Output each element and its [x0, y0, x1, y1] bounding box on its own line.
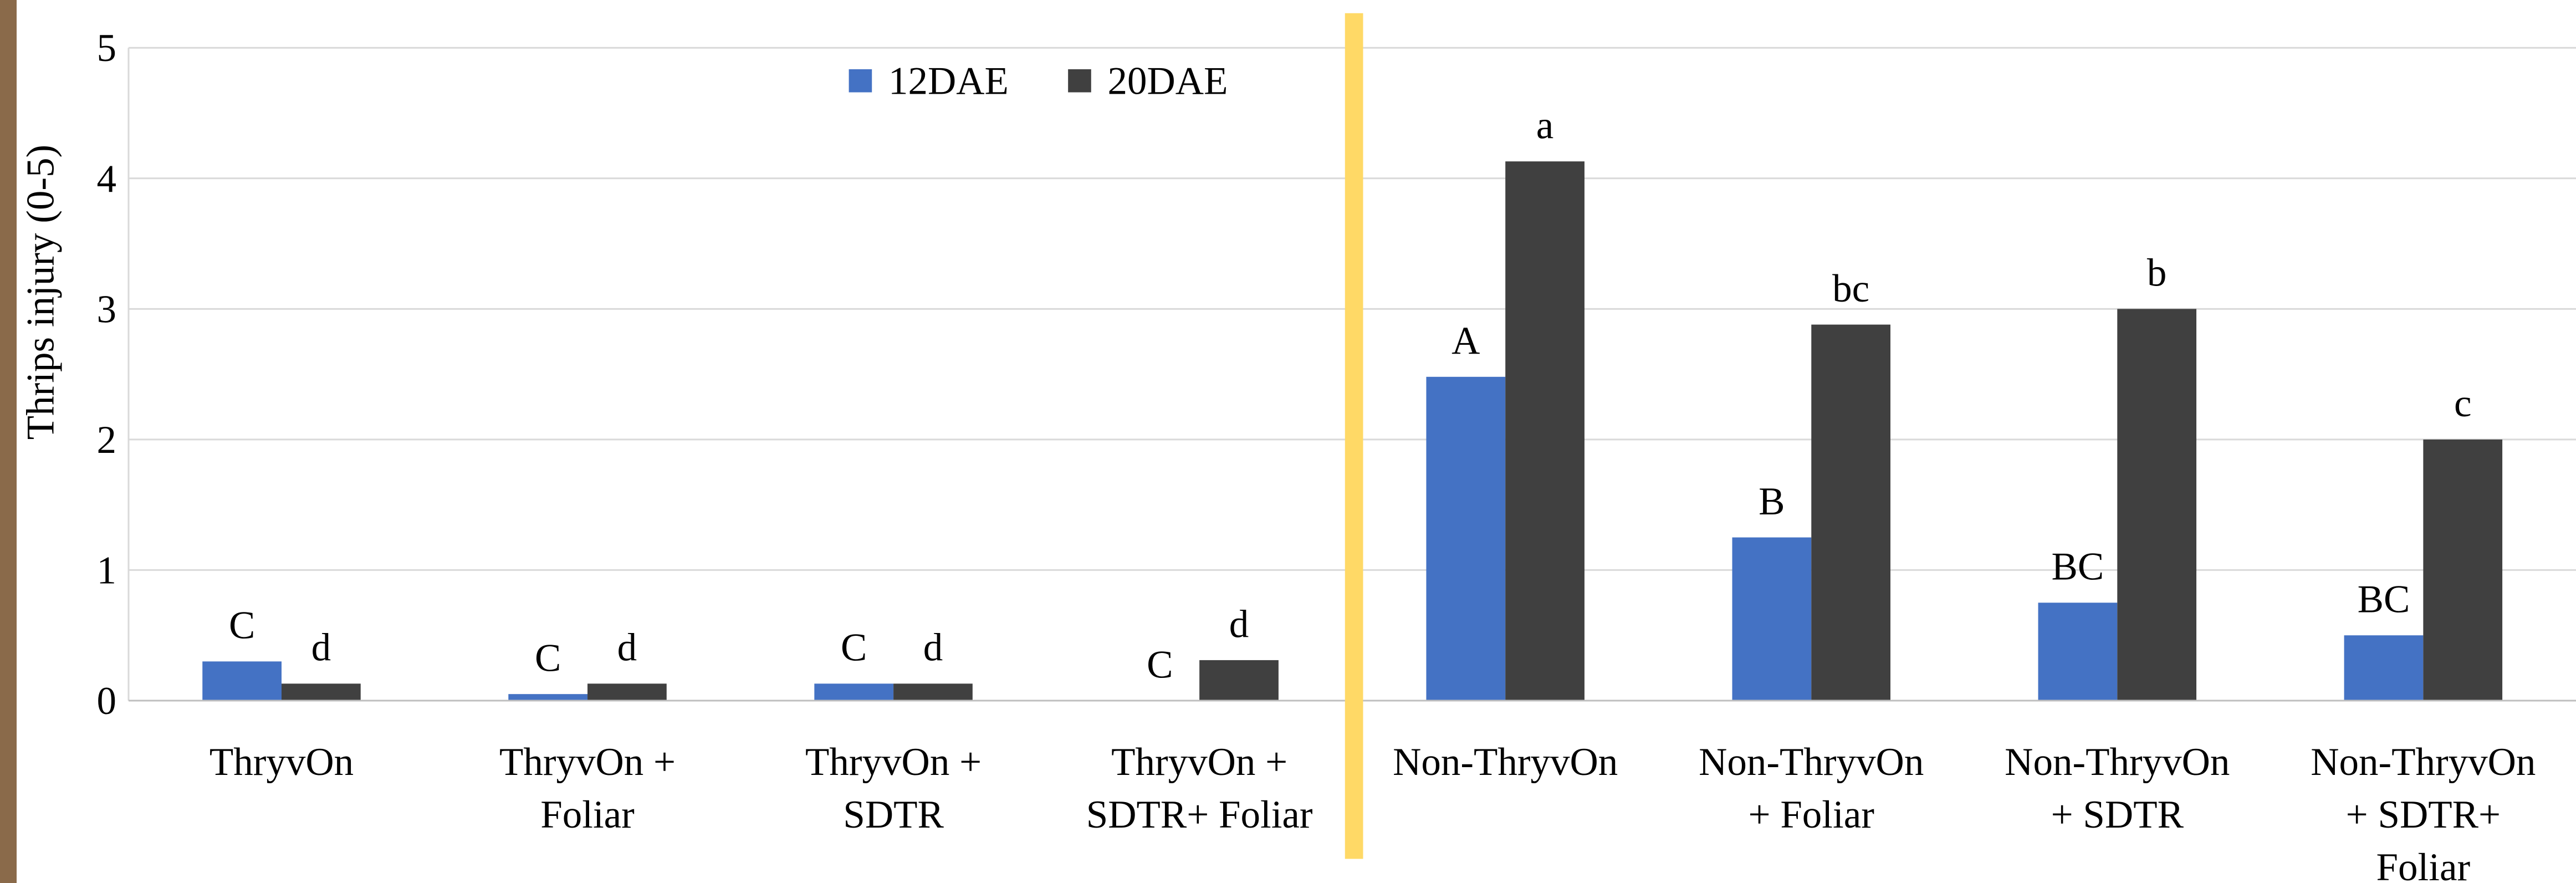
x-tick-label-line: + SDTR+: [2346, 793, 2501, 836]
significance-letter: A: [1451, 319, 1480, 363]
significance-letter: BC: [2358, 578, 2410, 621]
significance-letter: d: [617, 626, 637, 670]
bar: [1199, 660, 1279, 701]
significance-letter: C: [1147, 643, 1173, 686]
x-tick-label-line: ThryvOn: [209, 741, 354, 784]
x-tick-label-line: Foliar: [2376, 846, 2471, 883]
x-tick-label-line: Non-ThryvOn: [1699, 741, 1924, 784]
x-tick-label-line: Non-ThryvOn: [1393, 741, 1618, 784]
legend-swatch: [849, 69, 872, 93]
x-tick-label-line: + Foliar: [1749, 793, 1875, 836]
bar: [281, 683, 361, 701]
bar: [1732, 537, 1812, 701]
significance-letter: b: [2147, 252, 2167, 295]
y-tick-label: 0: [96, 680, 116, 723]
x-tick-label: ThryvOn + SDTR: [805, 741, 982, 836]
significance-letter: C: [229, 604, 255, 647]
y-tick-label: 1: [96, 549, 116, 592]
significance-letter: d: [923, 626, 943, 670]
x-tick-label-line: ThryvOn +: [805, 741, 982, 784]
x-tick-label-line: SDTR+ Foliar: [1086, 793, 1313, 836]
significance-letter: d: [1229, 603, 1249, 646]
bar: [587, 683, 667, 701]
x-tick-label: Non-ThryvOn + SDTR+ Foliar: [2311, 741, 2536, 883]
bar: [1811, 324, 1890, 701]
bar: [814, 683, 894, 701]
significance-letter: C: [535, 637, 561, 680]
bar: [202, 661, 282, 701]
y-tick-label: 3: [96, 288, 116, 331]
legend-swatch: [1068, 69, 1091, 93]
significance-letter: c: [2454, 382, 2472, 425]
bar: [508, 694, 588, 701]
x-tick-label: ThryvOn + SDTR+ Foliar: [1086, 741, 1313, 836]
divider: [1345, 13, 1363, 859]
significance-letter: BC: [2052, 545, 2104, 589]
significance-letter: d: [311, 626, 331, 670]
y-tick-label: 5: [96, 27, 116, 70]
photo-edge: [0, 0, 17, 883]
significance-letter: B: [1759, 480, 1785, 523]
legend-label: 12DAE: [888, 60, 1009, 103]
x-tick-label-line: SDTR: [843, 793, 944, 836]
x-tick-label-line: Non-ThryvOn: [2005, 741, 2230, 784]
bar: [2038, 603, 2118, 701]
x-tick-label: Non-ThryvOn + Foliar: [1699, 741, 1924, 836]
bar: [2344, 635, 2424, 701]
x-tick-label-line: Foliar: [540, 793, 635, 836]
x-tick-label: Non-ThryvOn: [1393, 741, 1618, 784]
x-tick-label: ThryvOn + Foliar: [499, 741, 676, 836]
bar: [1426, 376, 1506, 701]
bar: [2423, 439, 2503, 701]
x-tick-label-line: ThryvOn +: [499, 741, 676, 784]
legend-label: 20DAE: [1108, 60, 1228, 103]
x-tick-label: Non-ThryvOn + SDTR: [2005, 741, 2230, 836]
bar: [1505, 161, 1585, 701]
significance-letter: C: [841, 626, 867, 670]
bar: [2117, 309, 2197, 701]
significance-letter: a: [1536, 104, 1554, 147]
x-tick-label-line: + SDTR: [2051, 793, 2184, 836]
significance-letter: bc: [1832, 267, 1869, 310]
y-tick-label: 2: [96, 418, 116, 462]
x-tick-label: ThryvOn: [209, 741, 354, 784]
x-tick-label-line: Non-ThryvOn: [2311, 741, 2536, 784]
y-axis-label: Thrips injury (0-5): [19, 145, 62, 440]
x-tick-label-line: ThryvOn +: [1111, 741, 1287, 784]
bar: [893, 683, 973, 701]
y-tick-label: 4: [96, 157, 116, 201]
